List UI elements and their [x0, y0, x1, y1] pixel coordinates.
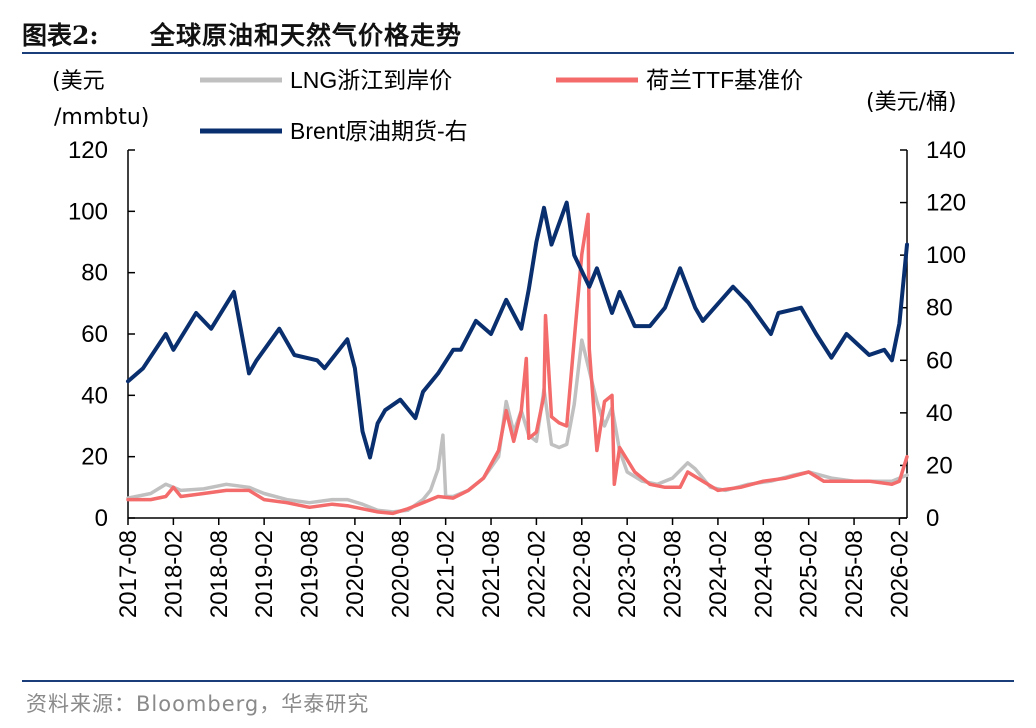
- left-axis-unit: (美元 /mmbtu): [52, 69, 149, 130]
- legend-label-ttf: 荷兰TTF基准价: [646, 67, 803, 93]
- x-tick-label: 2018-02: [160, 530, 187, 618]
- x-tick-label: 2018-08: [206, 530, 233, 618]
- left-axis-ticks: 0 20 40 60 80 100 120: [68, 137, 135, 532]
- legend-label-lng: LNG浙江到岸价: [290, 67, 452, 93]
- right-tick-label: 20: [926, 452, 953, 479]
- figure-header: 图表2: 全球原油和天然气价格走势: [22, 14, 1014, 50]
- footer-divider: [22, 680, 1014, 682]
- right-tick-label: 60: [926, 347, 953, 374]
- x-tick-label: 2022-08: [569, 530, 596, 618]
- x-tick-label: 2019-08: [297, 530, 324, 618]
- x-axis-ticks: 2017-08 2018-02 2018-08 2019-02 2019-08 2020-…: [115, 518, 913, 618]
- x-tick-label: 2023-02: [614, 530, 641, 618]
- x-tick-label: 2024-08: [750, 530, 777, 618]
- figure-label: 图表2:: [22, 21, 99, 50]
- x-tick-label: 2020-08: [387, 530, 414, 618]
- right-tick-label: 100: [926, 242, 966, 269]
- header-divider: [22, 52, 1014, 54]
- x-tick-label: 2025-02: [796, 530, 823, 618]
- x-tick-label: 2022-02: [523, 530, 550, 618]
- right-tick-label: 80: [926, 295, 953, 322]
- left-tick-label: 0: [95, 505, 108, 532]
- left-tick-label: 60: [81, 321, 108, 348]
- right-tick-label: 120: [926, 190, 966, 217]
- left-tick-label: 40: [81, 382, 108, 409]
- left-axis-unit-line1: (美元: [52, 69, 105, 94]
- x-tick-label: 2017-08: [115, 530, 142, 618]
- series-layer: [126, 200, 909, 516]
- x-tick-label: 2021-08: [478, 530, 505, 618]
- legend-label-brent: Brent原油期货-右: [290, 118, 468, 144]
- right-tick-label: 140: [926, 137, 966, 164]
- right-tick-label: 40: [926, 400, 953, 427]
- left-tick-label: 120: [68, 137, 108, 164]
- chart-title: 全球原油和天然气价格走势: [150, 21, 463, 50]
- left-tick-label: 100: [68, 198, 108, 225]
- x-tick-label: 2019-02: [251, 530, 278, 618]
- series-line-brent: [126, 200, 909, 460]
- series-line-ttf: [126, 212, 909, 516]
- left-tick-label: 80: [81, 260, 108, 287]
- x-tick-label: 2020-02: [342, 530, 369, 618]
- left-tick-label: 20: [81, 444, 108, 471]
- right-axis-ticks: 0 20 40 60 80 100 120 140: [900, 137, 966, 532]
- x-tick-label: 2025-08: [841, 530, 868, 618]
- right-axis-unit: (美元/桶): [866, 90, 957, 115]
- x-tick-label: 2023-08: [660, 530, 687, 618]
- source-note: 资料来源：Bloomberg，华泰研究: [26, 692, 370, 716]
- left-axis-unit-line2: /mmbtu): [54, 105, 149, 130]
- x-tick-label: 2024-02: [705, 530, 732, 618]
- legend: LNG浙江到岸价 荷兰TTF基准价 Brent原油期货-右: [200, 67, 803, 144]
- right-tick-label: 0: [926, 505, 939, 532]
- x-tick-label: 2026-02: [886, 530, 913, 618]
- x-tick-label: 2021-02: [433, 530, 460, 618]
